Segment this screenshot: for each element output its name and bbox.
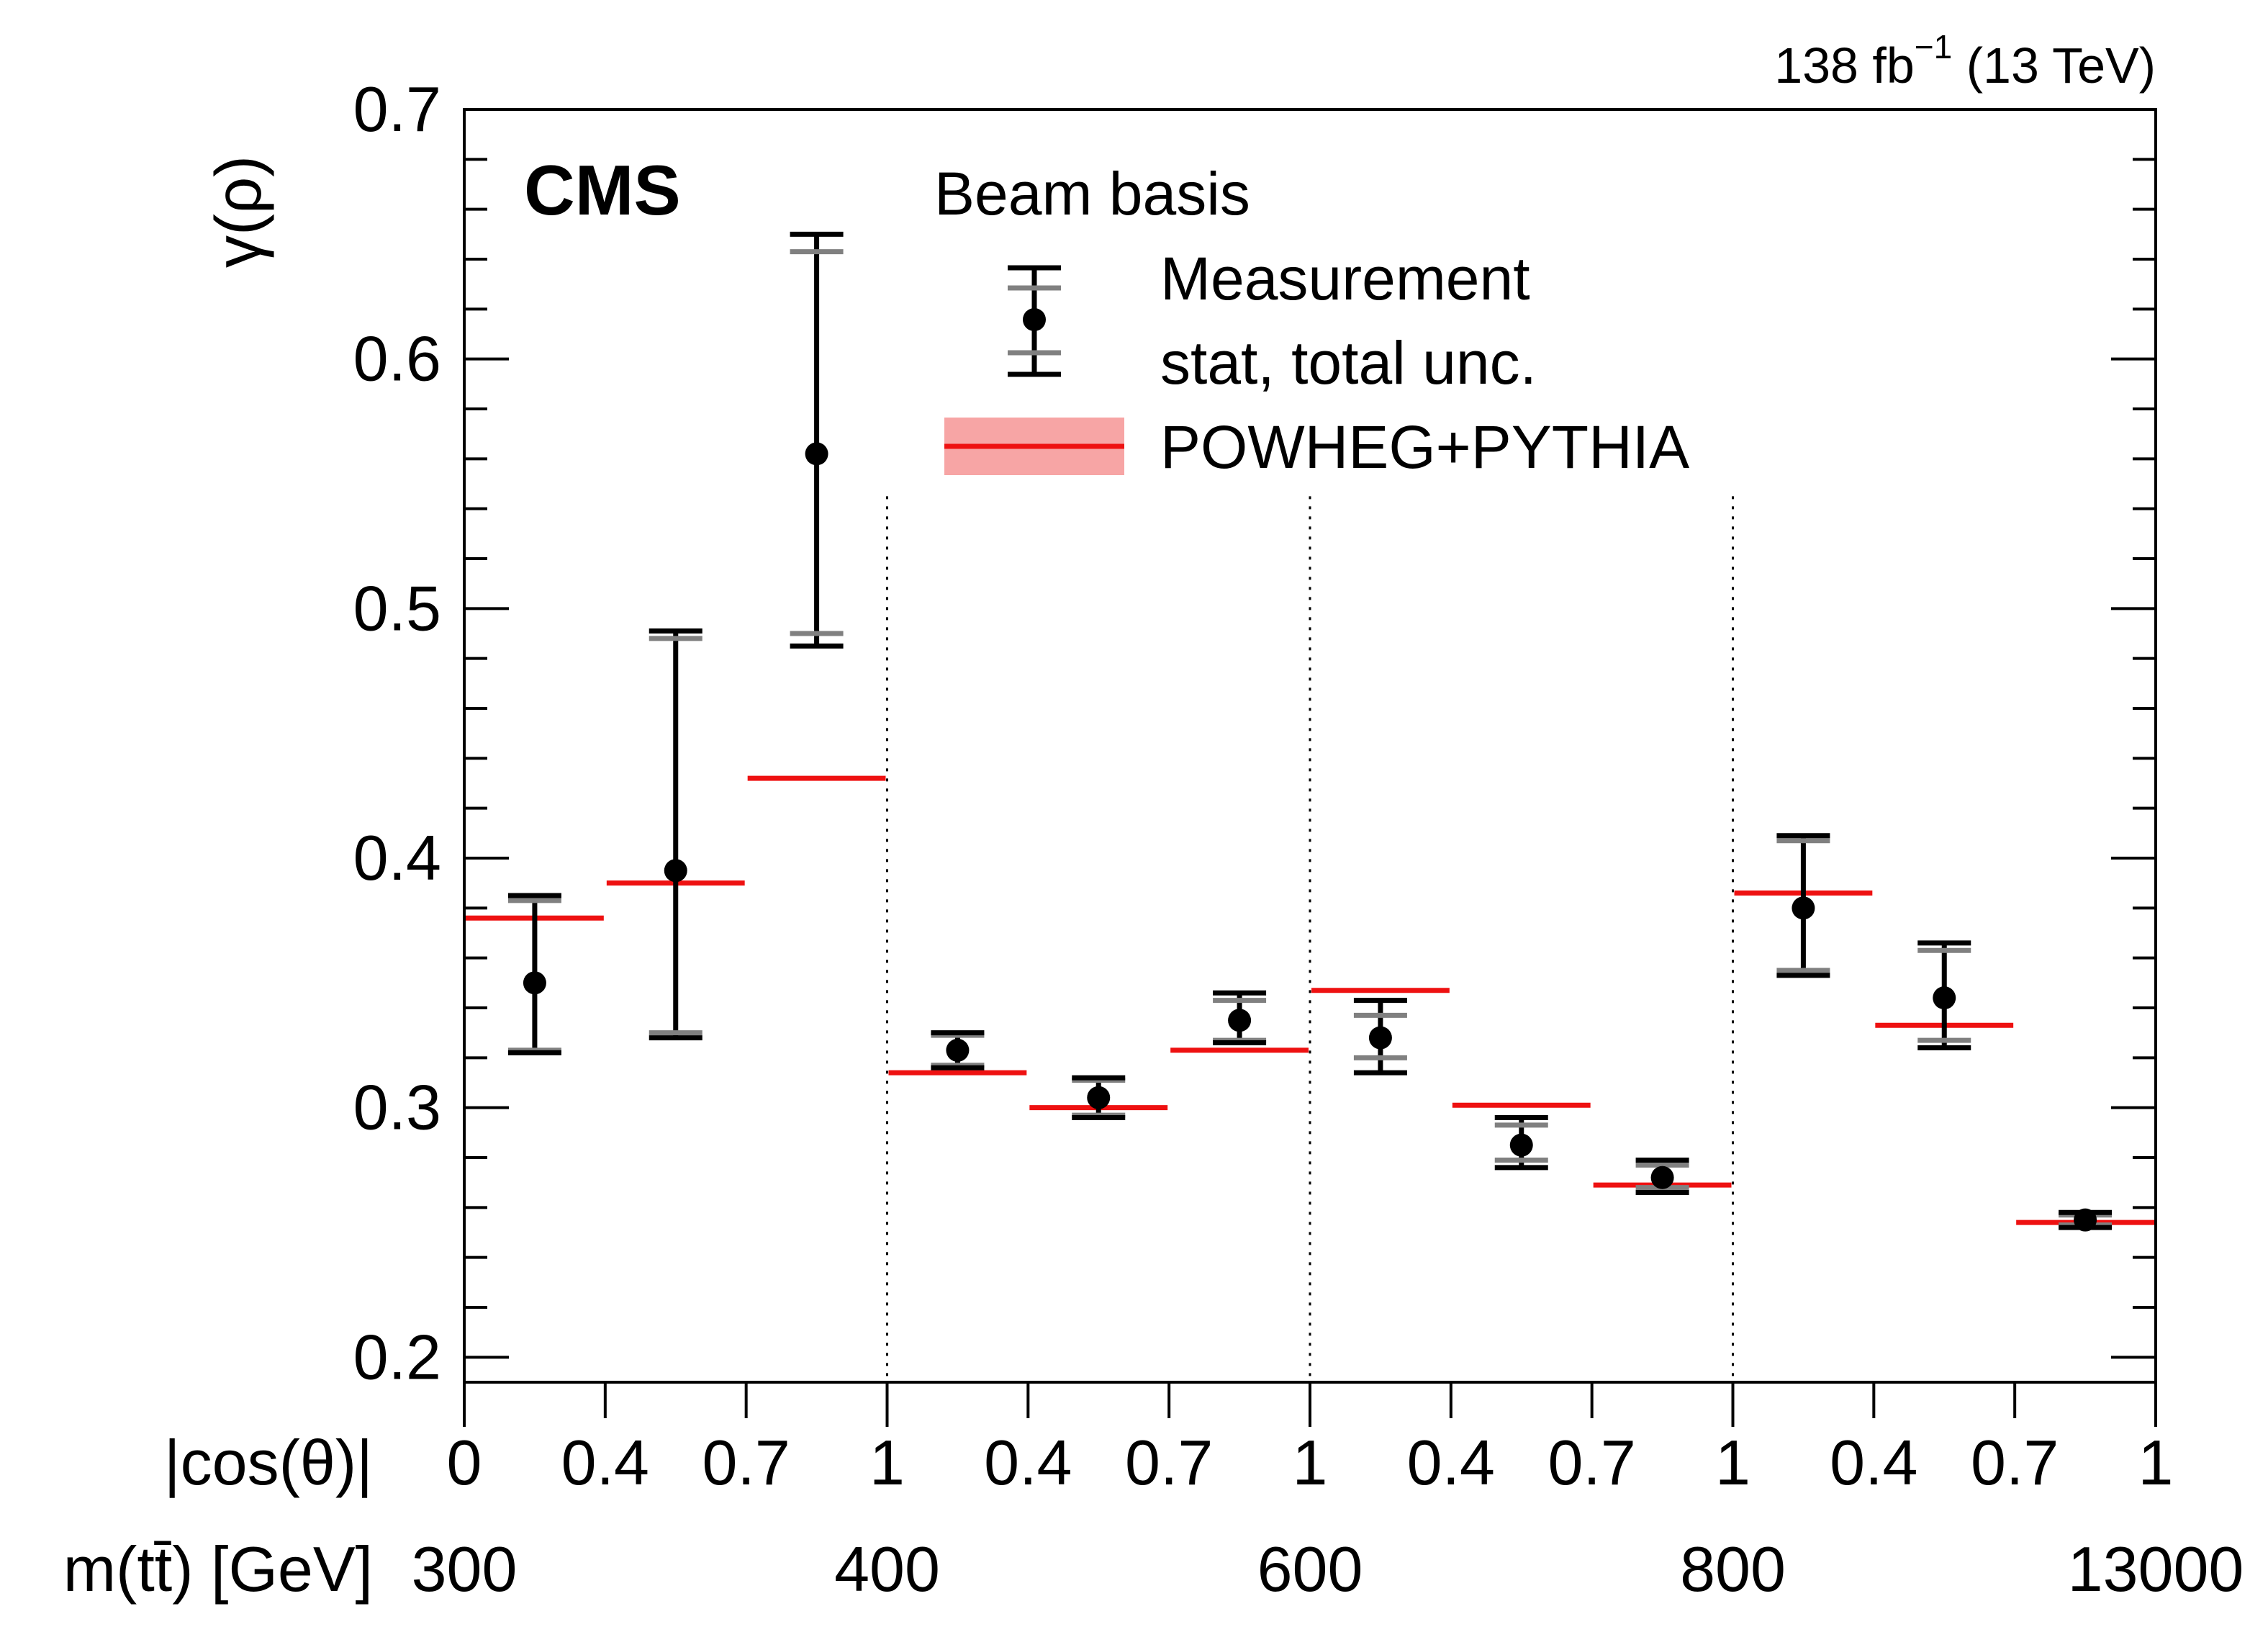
legend-title: Beam basis: [934, 160, 1250, 227]
x-tick-label-cos: 0: [447, 1427, 482, 1498]
measurement-points: [507, 231, 2113, 1232]
x-tick-label-cos: 1: [1293, 1427, 1328, 1498]
y-tick-label: 0.5: [353, 572, 441, 644]
x-tick-label-cos: 0.7: [702, 1427, 790, 1498]
y-tick-label: 0.4: [353, 822, 441, 893]
legend-measurement-sublabel: stat, total unc.: [1160, 329, 1537, 397]
x-tick-label-cos: 0.7: [1971, 1427, 2059, 1498]
legend-measurement-label: Measurement: [1160, 245, 1530, 312]
experiment-label: CMS: [524, 150, 681, 230]
measurement-point: [2074, 1208, 2097, 1232]
y-axis-label: γ(ρ): [203, 155, 275, 268]
measurement-point: [1368, 1026, 1392, 1050]
measurement-point: [1650, 1166, 1674, 1189]
x-tick-label-cos: 0.4: [561, 1427, 649, 1498]
measurement-point: [1792, 896, 1815, 920]
legend-measurement-marker: [1008, 265, 1061, 377]
legend: Beam basis Measurement stat, total unc. …: [934, 160, 1689, 481]
x-tick-label-mtt: 13000: [2068, 1533, 2244, 1605]
measurement-point: [664, 859, 687, 883]
x-tick-label-mtt: 800: [1680, 1533, 1786, 1605]
x-tick-label-mtt: 400: [834, 1533, 940, 1605]
plot-grid: [886, 496, 1734, 1382]
legend-marker-dot: [1023, 308, 1046, 331]
x-tick-label-cos: 1: [869, 1427, 905, 1498]
y-tick-label: 0.6: [353, 323, 441, 395]
x-tick-label-cos: 1: [1715, 1427, 1750, 1498]
legend-prediction-label: POWHEG+PYTHIA: [1160, 413, 1689, 481]
x-axis-label-mtt: m(tt̄) [GeV]: [63, 1533, 373, 1605]
x-tick-label-cos: 0.4: [1830, 1427, 1917, 1498]
measurement-point: [523, 971, 546, 995]
lumi-label: 138 fb−1 (13 TeV): [1774, 28, 2156, 94]
axes: 0.20.30.40.50.60.70 0.4 0.7 1 0.4 0.7 1 0.4 0.7 1…: [353, 73, 2244, 1605]
x-tick-label-cos: 1: [2138, 1427, 2174, 1498]
measurement-point: [1087, 1086, 1111, 1109]
x-axis-label-cos: |cos(θ)|: [164, 1427, 373, 1498]
x-tick-label-mtt: 300: [412, 1533, 518, 1605]
measurement-point: [1933, 986, 1956, 1010]
x-tick-label-cos: 0.7: [1548, 1427, 1635, 1498]
x-tick-label-cos: 0.7: [1125, 1427, 1213, 1498]
x-tick-label-cos: 0.4: [984, 1427, 1072, 1498]
y-tick-label: 0.3: [353, 1072, 441, 1143]
y-tick-label: 0.2: [353, 1321, 441, 1392]
y-tick-label: 0.7: [353, 73, 441, 145]
measurement-point: [1228, 1009, 1252, 1032]
measurement-point: [946, 1038, 970, 1062]
x-tick-label-cos: 0.4: [1407, 1427, 1495, 1498]
measurement-point: [1509, 1133, 1533, 1157]
measurement-point: [805, 442, 828, 466]
x-tick-label-mtt: 600: [1257, 1533, 1363, 1605]
